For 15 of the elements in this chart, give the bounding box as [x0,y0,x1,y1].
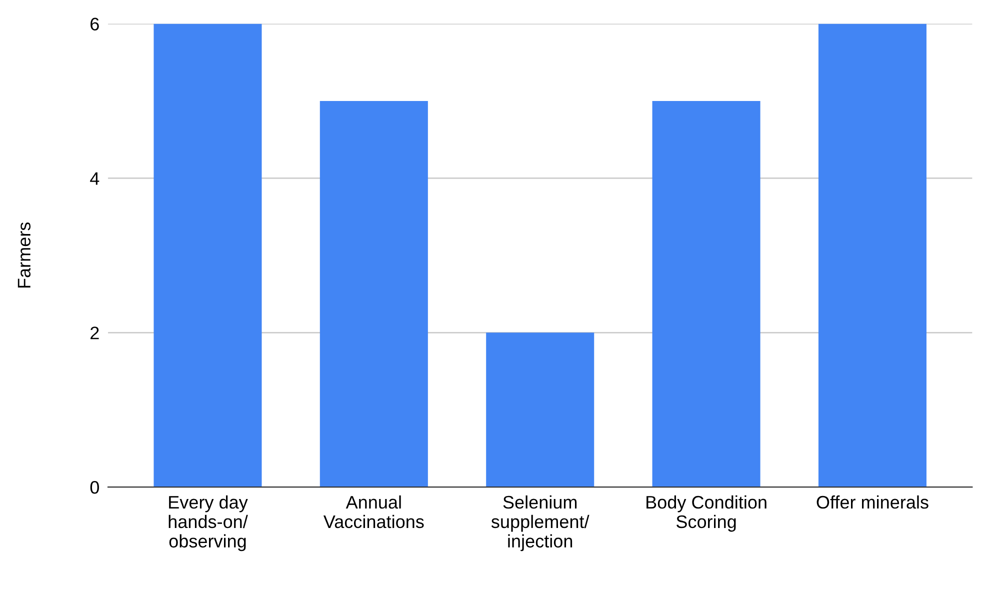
bar [486,332,594,488]
bar [320,100,428,488]
y-tick-label: 6 [90,18,99,30]
bar [818,24,926,488]
y-tick-label: 4 [90,172,100,185]
bar [154,24,262,488]
x-tick-label: Body Condition Scoring [646,495,766,532]
y-axis-title: Farmers [18,222,31,288]
x-tick-label: Selenium supplement/ injection [491,495,590,552]
x-tick-label: Annual Vaccinations [323,495,424,528]
x-tick-label: Every day hands-on/ observing [168,495,248,552]
bar [652,100,760,488]
x-tick-label: Offer minerals [816,495,928,509]
y-tick-label: 2 [90,326,99,340]
y-tick-label: 0 [90,481,99,494]
